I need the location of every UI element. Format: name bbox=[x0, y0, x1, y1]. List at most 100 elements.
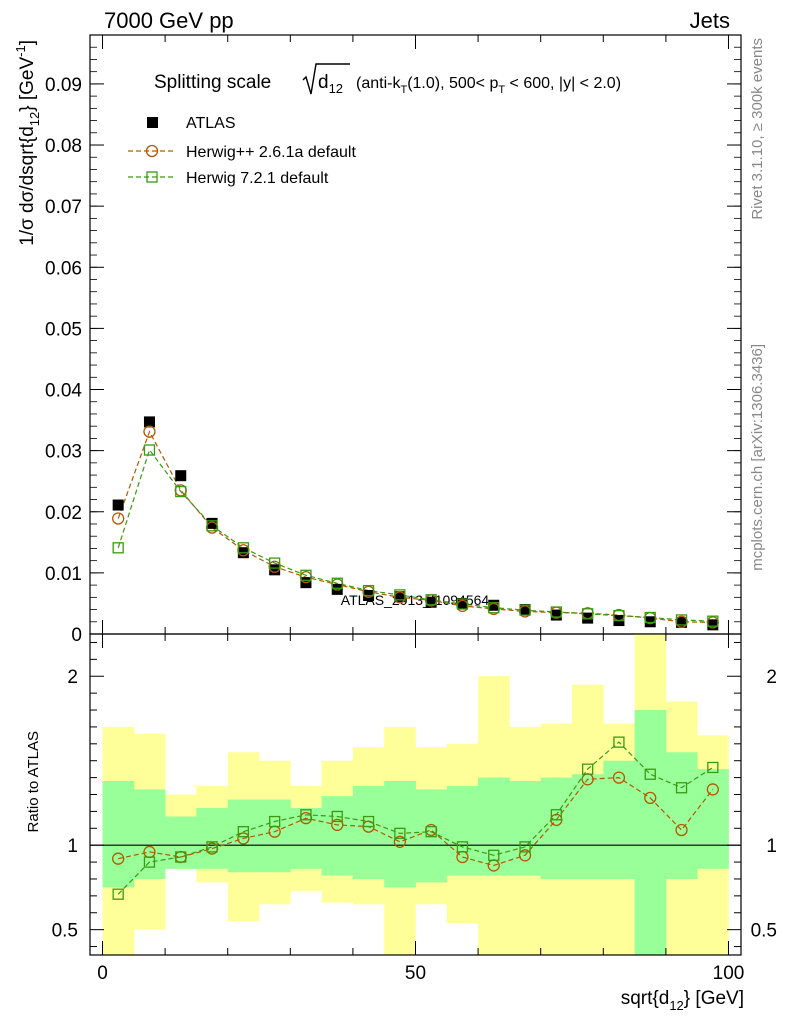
herwig7-point bbox=[550, 606, 562, 618]
ratio-band-inner bbox=[540, 777, 573, 879]
atlas-point bbox=[676, 616, 688, 628]
ratio-herwig7-point bbox=[675, 782, 688, 794]
energy-label: 7000 GeV pp bbox=[104, 8, 234, 33]
legend-label-herwigpp: Herwig++ 2.6.1a default bbox=[186, 144, 356, 161]
ratio-ytick-label: 0.5 bbox=[52, 921, 78, 942]
herwig7-point bbox=[519, 604, 531, 616]
ratio-band-inner bbox=[321, 796, 354, 876]
main-ytick-label: 0.08 bbox=[45, 136, 82, 157]
ratio-band-inner bbox=[165, 816, 197, 869]
main-ytick-label: 0.07 bbox=[45, 197, 82, 218]
watermark: ATLAS_2013_I1094564 bbox=[341, 592, 490, 608]
herwig7-point bbox=[143, 444, 156, 456]
main-ytick-label: 0.03 bbox=[45, 442, 82, 463]
herwig7-point bbox=[394, 589, 406, 601]
ratio-band-inner bbox=[259, 799, 291, 873]
ratio-herwigpp-point bbox=[706, 783, 719, 796]
ratio-herwigpp-point bbox=[518, 849, 532, 862]
atlas-point bbox=[394, 591, 406, 603]
ratio-herwig7-point bbox=[394, 827, 406, 840]
ratio-ytick-label-right: 1 bbox=[766, 836, 777, 857]
chart-title: Splitting scale bbox=[154, 72, 271, 93]
ratio-herwig7-point bbox=[581, 763, 594, 775]
x-tick-label: 50 bbox=[405, 963, 426, 984]
ratio-band-inner bbox=[603, 760, 635, 879]
ratio-band-inner bbox=[133, 789, 166, 879]
y-axis-label: 1/σ dσ/dsqrt{d12} [GeV-1] bbox=[13, 40, 42, 246]
legend-marker-herwig7 bbox=[146, 171, 158, 183]
ratio-herwig7-point bbox=[550, 809, 562, 821]
ratio-herwigpp-point bbox=[612, 771, 626, 784]
herwig7-point bbox=[425, 594, 437, 606]
ratio-herwig7-point bbox=[206, 841, 218, 853]
main-ytick-label: 0 bbox=[71, 625, 82, 646]
herwigpp-point bbox=[143, 425, 156, 438]
ratio-band-inner bbox=[665, 752, 698, 879]
x-tick-label: 0 bbox=[97, 963, 108, 984]
ratio-herwig7-point bbox=[112, 888, 124, 900]
ratio-herwigpp-point bbox=[644, 791, 657, 805]
atlas-point bbox=[550, 609, 562, 621]
herwig7-point bbox=[300, 569, 312, 581]
ratio-band-inner bbox=[634, 710, 667, 955]
main-ytick-label: 0.04 bbox=[45, 381, 82, 402]
legend: ATLAS Herwig++ 2.6.1a default Herwig 7.2… bbox=[128, 115, 356, 187]
atlas-point bbox=[206, 517, 218, 529]
mcplots-label: mcplots.cern.ch [arXiv:1306.3436] bbox=[749, 344, 766, 571]
herwig7-point bbox=[362, 584, 375, 597]
herwig7-point bbox=[206, 520, 218, 532]
atlas-point bbox=[644, 616, 656, 628]
main-ytick-label: 0.02 bbox=[45, 503, 82, 524]
rivet-label: Rivet 3.1.10, ≥ 300k events bbox=[749, 38, 766, 220]
ratio-herwigpp-point bbox=[393, 835, 407, 848]
main-ytick-label: 0.01 bbox=[45, 564, 82, 585]
main-ytick-label: 0.09 bbox=[45, 75, 82, 96]
x-tick-label: 100 bbox=[713, 963, 745, 984]
ratio-herwigpp-point bbox=[237, 832, 250, 845]
sqrt-symbol bbox=[302, 63, 350, 95]
ratio-herwig7-point bbox=[488, 849, 500, 861]
ratio-herwigpp-point bbox=[675, 823, 688, 837]
atlas-point bbox=[707, 619, 719, 631]
ratio-band-inner bbox=[384, 780, 416, 888]
main-panel: ATLAS_2013_I1094564 0 0.01 0.02 0.03 0.04 0.05… bbox=[45, 34, 742, 646]
ratio-ytick-label: 2 bbox=[67, 667, 78, 688]
ratio-herwig7-point bbox=[644, 768, 656, 780]
ratio-ytick-label: 1 bbox=[67, 836, 78, 857]
atlas-point bbox=[143, 416, 155, 428]
ratio-herwig7-point bbox=[613, 736, 625, 748]
herwig7-point bbox=[269, 557, 281, 569]
atlas-point bbox=[488, 599, 500, 611]
ratio-band-inner bbox=[290, 808, 323, 869]
ratio-ytick-label-right: 0.5 bbox=[751, 921, 777, 942]
main-ytick-label: 0.06 bbox=[45, 258, 82, 279]
ratio-herwig7-point bbox=[143, 856, 156, 868]
herwig7-point bbox=[112, 542, 124, 554]
herwig7-point bbox=[644, 611, 656, 624]
ratio-herwig7-point bbox=[519, 841, 531, 853]
ratio-herwig7-point bbox=[331, 810, 343, 823]
atlas-point bbox=[269, 564, 281, 576]
title-cuts: (anti-kT(1.0), 500< pT < 600, |y| < 2.0) bbox=[356, 75, 621, 96]
atlas-point bbox=[112, 499, 124, 511]
herwigpp-point bbox=[112, 512, 125, 525]
ratio-band-inner bbox=[478, 777, 510, 876]
legend-label-atlas: ATLAS bbox=[186, 115, 236, 132]
title-symbol: d12 bbox=[318, 72, 343, 96]
ratio-band-inner bbox=[697, 769, 729, 869]
ratio-herwigpp-point bbox=[112, 852, 125, 865]
atlas-point bbox=[425, 596, 437, 608]
ratio-panel: 0.5 0.5 1 1 2 2 0 50 100 bbox=[52, 633, 777, 984]
herwig7-point bbox=[237, 542, 250, 554]
ratio-band-inner bbox=[446, 786, 479, 876]
ratio-herwig7-point bbox=[456, 841, 469, 853]
main-ytick-label: 0.05 bbox=[45, 319, 82, 340]
herwig7-point bbox=[581, 608, 594, 620]
ratio-band-inner bbox=[509, 780, 542, 876]
ratio-herwig7-point bbox=[269, 815, 281, 828]
legend-marker-atlas bbox=[147, 117, 158, 128]
herwig7-point bbox=[175, 485, 187, 498]
herwig7-point bbox=[456, 598, 469, 610]
ratio-ytick-label-right: 2 bbox=[766, 667, 777, 688]
